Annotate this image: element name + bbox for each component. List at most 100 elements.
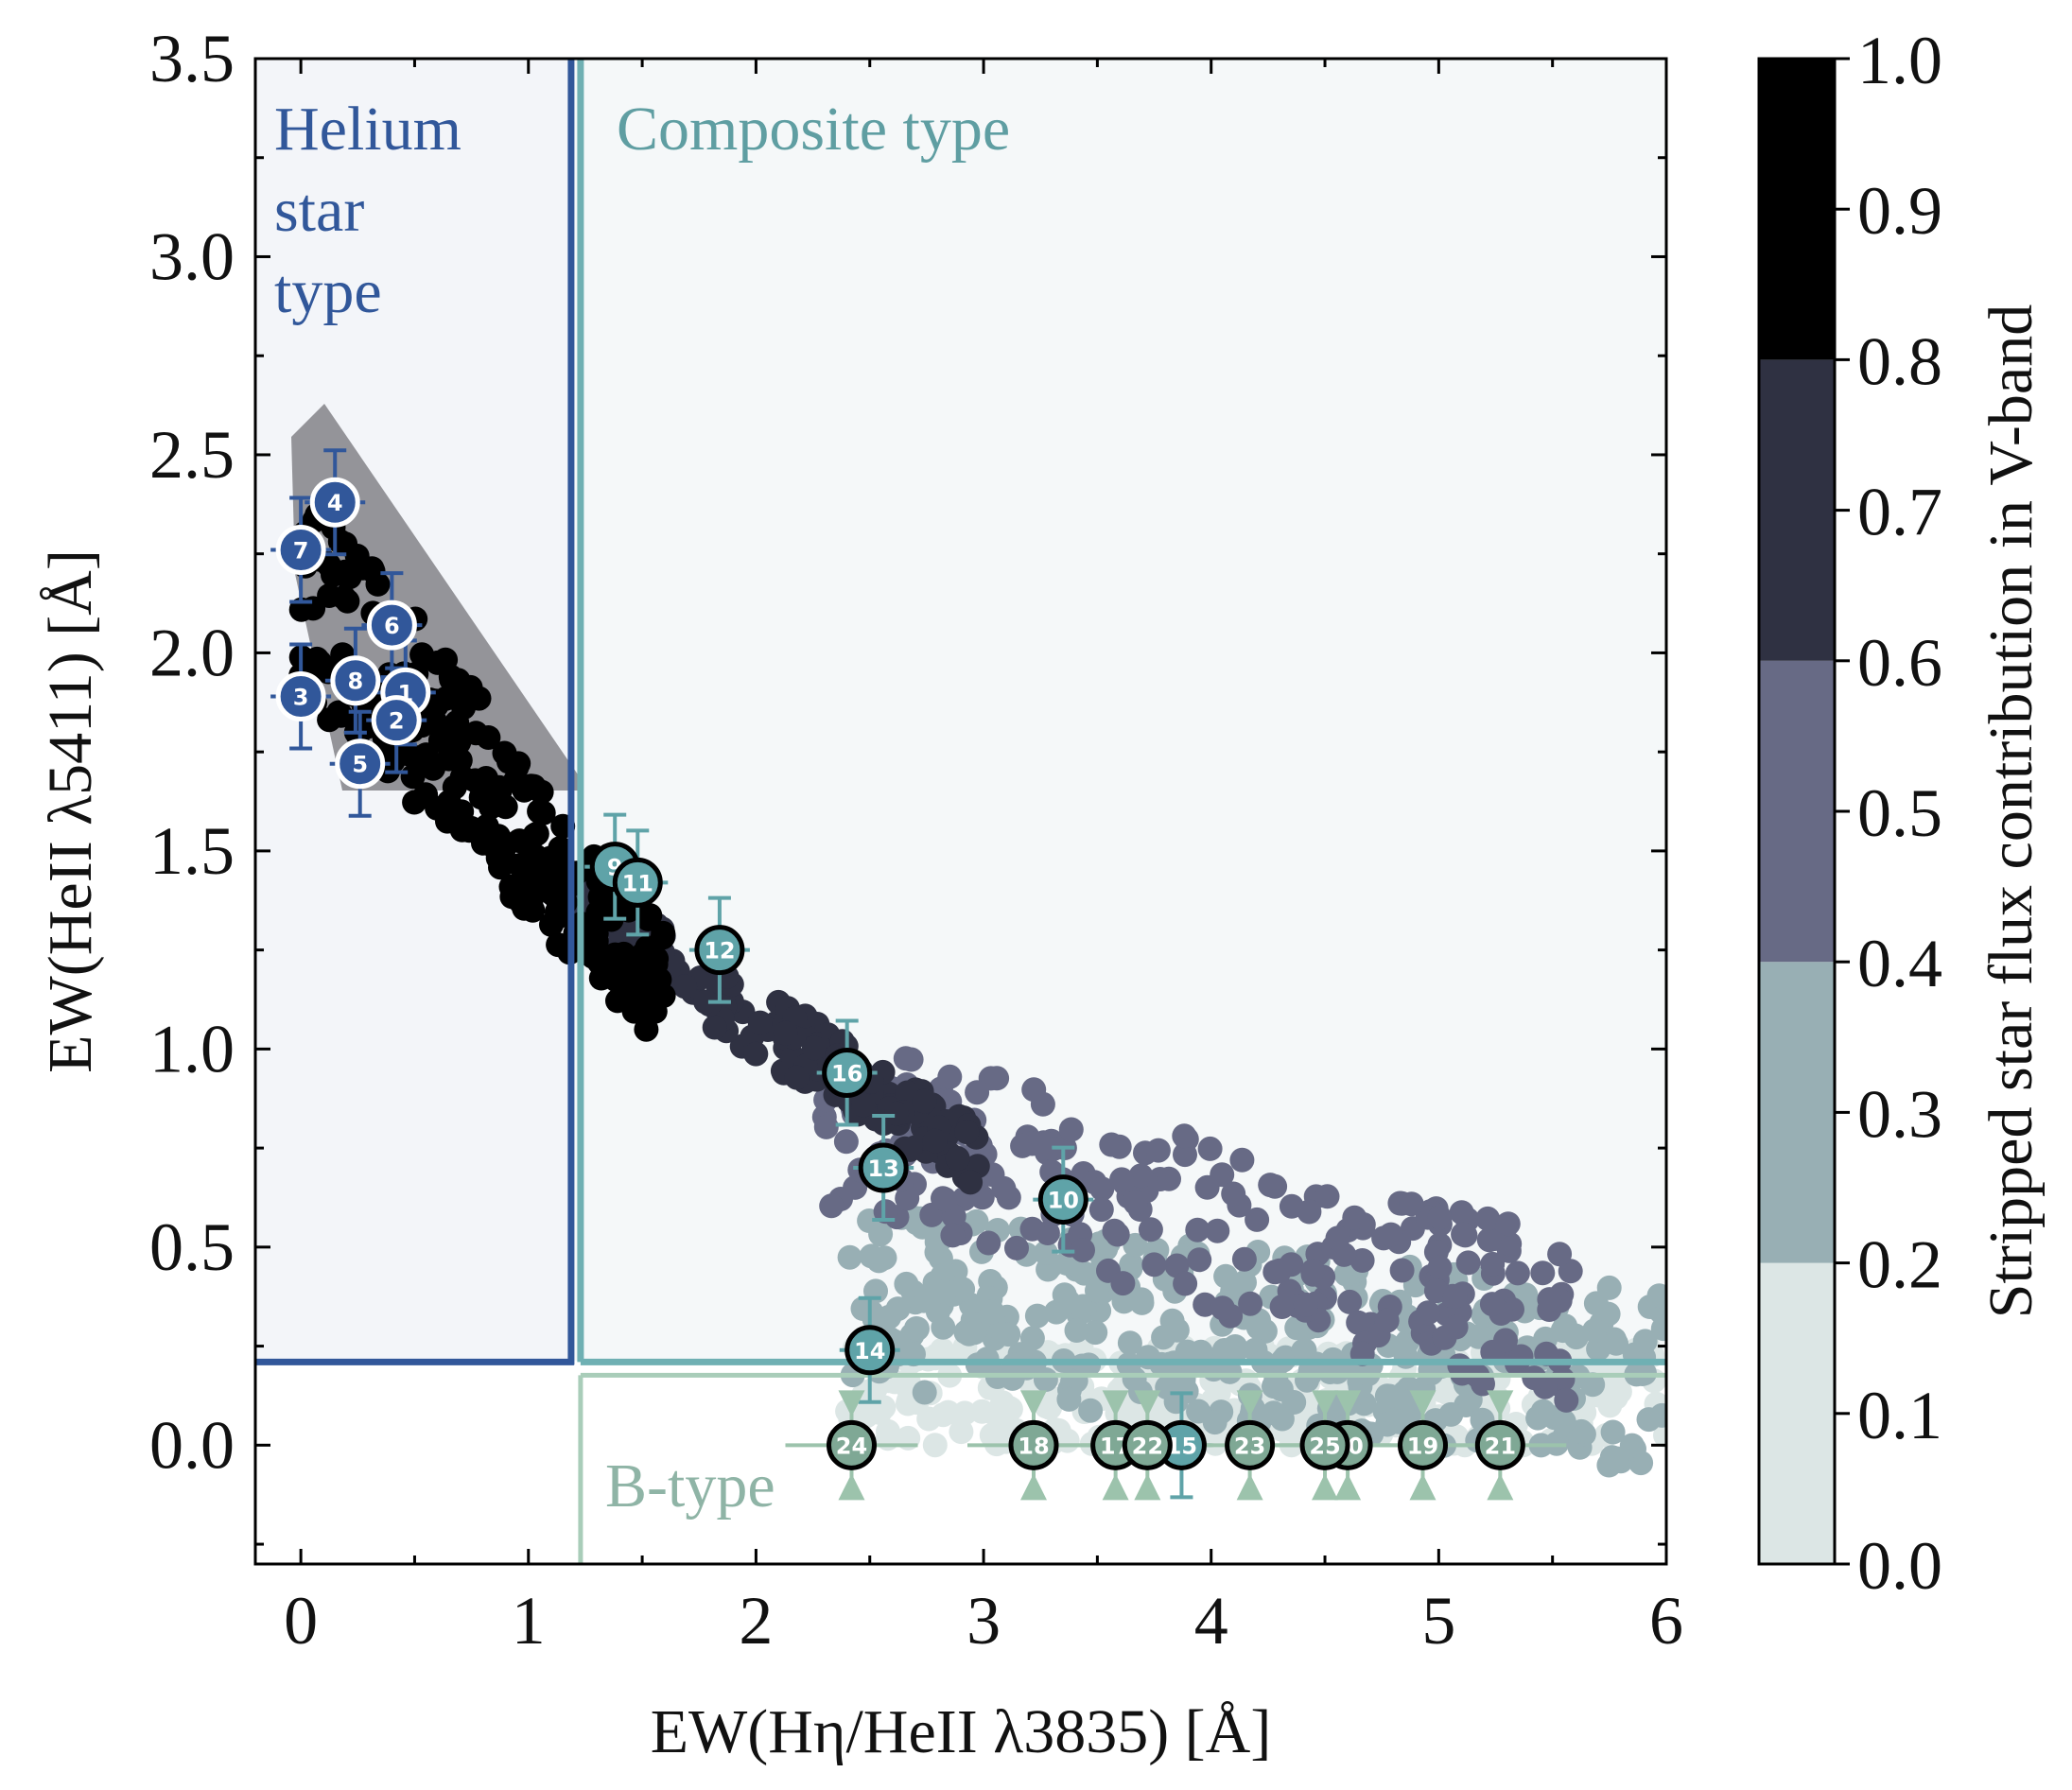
model-point xyxy=(1293,1292,1318,1317)
model-point xyxy=(531,800,556,825)
star-label-14: 14 xyxy=(854,1338,885,1364)
model-point xyxy=(337,565,362,590)
helium-region-label: Helium star type xyxy=(274,95,461,326)
model-point xyxy=(984,1066,1010,1091)
model-point xyxy=(1389,1258,1415,1283)
model-point xyxy=(1525,1405,1551,1431)
model-point xyxy=(773,1020,798,1046)
model-point xyxy=(912,1380,937,1405)
model-point xyxy=(301,596,326,621)
model-point xyxy=(515,889,540,914)
star-marker-8 xyxy=(330,655,381,706)
model-point xyxy=(884,1101,910,1126)
model-point xyxy=(588,965,614,991)
model-point xyxy=(702,1015,727,1040)
model-point xyxy=(442,774,467,800)
colorbar-bin xyxy=(1759,1262,1835,1564)
btype-region-label: B-type xyxy=(605,1451,775,1521)
model-point xyxy=(1205,1218,1230,1243)
colorbar-tick-label: 0.0 xyxy=(1857,1528,1942,1604)
star-marker-22 xyxy=(1122,1419,1173,1470)
model-point xyxy=(693,989,719,1015)
x-tick-label: 6 xyxy=(1649,1583,1683,1659)
model-point xyxy=(895,1186,920,1211)
model-point xyxy=(610,981,636,1006)
model-point xyxy=(980,1299,1005,1325)
model-point xyxy=(1217,1359,1243,1384)
model-point xyxy=(801,1035,827,1061)
model-point xyxy=(1102,1218,1127,1243)
model-point xyxy=(1258,1173,1283,1198)
y-axis-label: EW(HeII λ5411) [Å] xyxy=(36,549,105,1073)
model-point xyxy=(819,1193,844,1219)
y-tick-label: 3.0 xyxy=(149,218,235,294)
upper-limit-arrow xyxy=(1334,1390,1362,1417)
model-point xyxy=(1427,1205,1453,1230)
helium-label-line: Helium xyxy=(274,95,461,164)
star-marker-11 xyxy=(612,857,663,908)
model-point xyxy=(982,1400,1007,1426)
colorbar-bin xyxy=(1759,660,1835,963)
colorbar-bin xyxy=(1759,359,1835,661)
model-point xyxy=(1044,1299,1069,1325)
model-point xyxy=(922,1128,948,1154)
star-marker-24 xyxy=(826,1419,877,1470)
star-label-11: 11 xyxy=(622,870,653,896)
model-point xyxy=(965,1080,990,1105)
model-point xyxy=(996,1322,1021,1347)
star-marker-14 xyxy=(844,1325,896,1376)
star-label-3: 3 xyxy=(293,685,309,711)
model-point xyxy=(784,1065,810,1090)
colorbar-label: Stripped star flux contribution in V-ban… xyxy=(1976,304,2046,1318)
model-point xyxy=(813,1114,839,1139)
model-point xyxy=(1337,1289,1363,1314)
model-point xyxy=(433,647,459,672)
model-point xyxy=(585,900,611,925)
model-point xyxy=(1202,1410,1228,1435)
model-point xyxy=(1172,1123,1197,1149)
model-point xyxy=(978,1269,1003,1294)
model-point xyxy=(922,1433,948,1458)
model-point xyxy=(1269,1295,1295,1319)
star-marker-25 xyxy=(1299,1419,1350,1470)
model-point xyxy=(1547,1242,1573,1267)
model-point xyxy=(1232,1270,1257,1295)
star-marker-13 xyxy=(858,1142,909,1193)
model-point xyxy=(1346,1310,1371,1335)
model-point xyxy=(507,853,532,878)
colorbar-bin xyxy=(1759,962,1835,1263)
model-point xyxy=(1438,1401,1464,1427)
model-point xyxy=(1416,1300,1440,1326)
star-label-24: 24 xyxy=(836,1433,867,1459)
upper-limit-arrow xyxy=(1134,1473,1161,1501)
model-point xyxy=(1315,1184,1340,1209)
model-point xyxy=(1604,1446,1629,1471)
model-point xyxy=(1399,1191,1424,1217)
model-point xyxy=(1056,1386,1082,1412)
model-point xyxy=(1493,1328,1518,1353)
star-label-16: 16 xyxy=(831,1061,862,1087)
model-point xyxy=(1123,1232,1148,1258)
model-point xyxy=(504,755,530,780)
model-point xyxy=(945,1146,970,1172)
model-point xyxy=(1175,1339,1200,1364)
star-label-12: 12 xyxy=(704,938,735,965)
model-point xyxy=(1213,1263,1239,1289)
star-label-19: 19 xyxy=(1407,1433,1438,1459)
model-point xyxy=(1495,1211,1521,1237)
model-point xyxy=(1443,1314,1469,1340)
model-point xyxy=(1378,1222,1403,1247)
model-point xyxy=(326,700,352,725)
model-point xyxy=(1021,1077,1047,1103)
model-point xyxy=(958,1170,984,1195)
model-point xyxy=(1229,1147,1255,1173)
model-point xyxy=(1122,1366,1147,1392)
region-labels: Helium star type Composite type B-type xyxy=(274,95,1010,1521)
colorbar-tick-label: 1.0 xyxy=(1857,23,1942,98)
star-label-4: 4 xyxy=(327,490,343,516)
model-point xyxy=(1551,1409,1576,1434)
upper-limit-arrow xyxy=(1312,1473,1339,1501)
model-point xyxy=(1505,1260,1530,1286)
model-point xyxy=(1423,1278,1449,1304)
model-point xyxy=(424,693,449,719)
